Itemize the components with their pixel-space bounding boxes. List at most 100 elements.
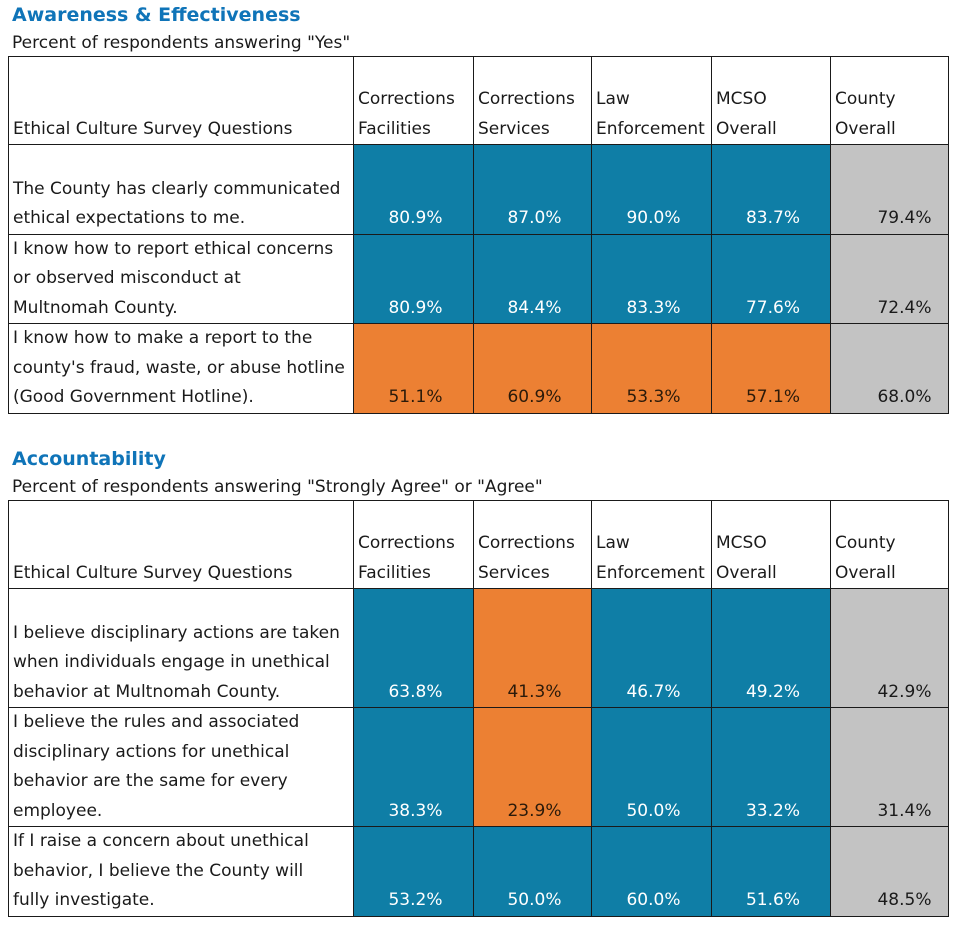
column-header-law-enforcement: Law Enforcement (591, 500, 712, 589)
column-header-line: Overall (835, 562, 896, 583)
value-cell-mcso-overall: 57.1% (711, 323, 831, 414)
value-cell-corrections-facilities: 51.1% (353, 323, 474, 414)
column-header-mcso-overall: MCSO Overall (711, 56, 831, 145)
value-cell-law-enforcement: 46.7% (591, 588, 712, 708)
value-cell-law-enforcement: 53.3% (591, 323, 712, 414)
column-header-line: Facilities (358, 118, 431, 139)
section-subtitle: Percent of respondents answering "Strong… (12, 477, 543, 497)
table-row: The County has clearly communicated ethic… (8, 144, 949, 235)
value-cell-corrections-services: 50.0% (473, 826, 592, 917)
column-header-line: Corrections (478, 533, 575, 553)
value-cell-corrections-services: 84.4% (473, 233, 592, 324)
question-cell: I know how to report ethical concerns or … (8, 233, 354, 324)
question-line: The County has clearly communicated (13, 178, 341, 199)
question-line: Multnomah County. (13, 297, 178, 318)
column-header-line: Overall (835, 118, 896, 139)
value-cell-mcso-overall: 49.2% (711, 588, 831, 708)
value-cell-county-overall: 31.4% (830, 707, 949, 827)
question-line: I know how to report ethical concerns (13, 238, 334, 259)
question-cell: I believe disciplinary actions are taken… (8, 588, 354, 708)
column-header-corrections-services: Corrections Services (473, 56, 592, 145)
column-header-corrections-facilities: Corrections Facilities (353, 56, 474, 145)
question-cell: I believe the rules and associated discip… (8, 707, 354, 827)
question-line: behavior, I believe the County will (13, 860, 304, 881)
question-line: I believe the rules and associated (13, 712, 300, 732)
column-header-line: Facilities (358, 562, 431, 583)
column-header-county-overall: County Overall (830, 56, 949, 145)
question-line: (Good Government Hotline). (13, 387, 254, 407)
accountability-section: Accountability Percent of respondents an… (0, 448, 960, 923)
question-line: I believe disciplinary actions are taken (13, 622, 340, 643)
value-cell-corrections-facilities: 80.9% (353, 233, 474, 324)
question-line: when individuals engage in unethical (13, 652, 330, 672)
value-cell-county-overall: 79.4% (830, 144, 949, 235)
column-header-line: Corrections (478, 89, 575, 109)
awareness-section: Awareness & Effectiveness Percent of res… (0, 4, 960, 424)
section-subtitle: Percent of respondents answering "Yes" (12, 33, 351, 53)
value-cell-law-enforcement: 83.3% (591, 233, 712, 324)
value-cell-corrections-services: 41.3% (473, 588, 592, 708)
table-row: I know how to make a report to the county… (8, 323, 949, 414)
question-line: I know how to make a report to the (13, 328, 313, 348)
value-cell-county-overall: 72.4% (830, 233, 949, 324)
value-cell-county-overall: 42.9% (830, 588, 949, 708)
column-header-line: Overall (716, 118, 777, 139)
question-line: county's fraud, waste, or abuse hotline (13, 357, 345, 378)
column-header-corrections-services: Corrections Services (473, 500, 592, 589)
value-cell-mcso-overall: 77.6% (711, 233, 831, 324)
value-cell-county-overall: 68.0% (830, 323, 949, 414)
value-cell-corrections-services: 87.0% (473, 144, 592, 235)
column-header-line: Overall (716, 562, 777, 583)
table-row: I believe disciplinary actions are taken… (8, 588, 949, 708)
column-header-line: Corrections (358, 533, 455, 553)
value-cell-mcso-overall: 83.7% (711, 144, 831, 235)
question-line: disciplinary actions for unethical (13, 741, 290, 762)
value-cell-corrections-facilities: 53.2% (353, 826, 474, 917)
header-row: Ethical Culture Survey Questions Correcti… (8, 56, 949, 145)
header-row: Ethical Culture Survey Questions Correcti… (8, 500, 949, 589)
value-cell-corrections-facilities: 63.8% (353, 588, 474, 708)
column-header-line: Services (478, 118, 550, 139)
question-line: or observed misconduct at (13, 268, 241, 288)
question-cell: I know how to make a report to the county… (8, 323, 354, 414)
column-header-line: County (835, 533, 896, 553)
question-line: employee. (13, 800, 103, 821)
question-line: ethical expectations to me. (13, 208, 246, 228)
question-line: fully investigate. (13, 890, 155, 910)
survey-table: Ethical Culture Survey Questions Correcti… (8, 56, 949, 414)
value-cell-corrections-facilities: 80.9% (353, 144, 474, 235)
column-header-county-overall: County Overall (830, 500, 949, 589)
survey-table: Ethical Culture Survey Questions Correcti… (8, 500, 949, 917)
column-header-corrections-facilities: Corrections Facilities (353, 500, 474, 589)
column-header-mcso-overall: MCSO Overall (711, 500, 831, 589)
value-cell-corrections-services: 23.9% (473, 707, 592, 827)
column-header-line: Enforcement (596, 118, 705, 139)
question-line: behavior at Multnomah County. (13, 681, 281, 702)
column-header-line: Enforcement (596, 562, 705, 583)
value-cell-mcso-overall: 33.2% (711, 707, 831, 827)
question-cell: If I raise a concern about unethical beha… (8, 826, 354, 917)
question-line: behavior are the same for every (13, 771, 288, 791)
column-header-line: County (835, 89, 896, 109)
column-header-line: Law (596, 533, 630, 553)
question-line: If I raise a concern about unethical (13, 831, 309, 851)
column-header-line: MCSO (716, 533, 767, 553)
column-header-line: Services (478, 562, 550, 583)
column-header-line: Law (596, 89, 630, 109)
value-cell-county-overall: 48.5% (830, 826, 949, 917)
question-column-header: Ethical Culture Survey Questions (8, 500, 354, 589)
table-row: I know how to report ethical concerns or … (8, 233, 949, 324)
question-cell: The County has clearly communicated ethic… (8, 144, 354, 235)
value-cell-corrections-facilities: 38.3% (353, 707, 474, 827)
section-title: Accountability (12, 448, 166, 470)
section-title: Awareness & Effectiveness (12, 4, 301, 26)
value-cell-law-enforcement: 50.0% (591, 707, 712, 827)
column-header-line: Corrections (358, 89, 455, 109)
question-column-header: Ethical Culture Survey Questions (8, 56, 354, 145)
table-row: I believe the rules and associated discip… (8, 707, 949, 827)
column-header-law-enforcement: Law Enforcement (591, 56, 712, 145)
value-cell-law-enforcement: 90.0% (591, 144, 712, 235)
column-header-line: MCSO (716, 89, 767, 109)
table-row: If I raise a concern about unethical beha… (8, 826, 949, 917)
value-cell-corrections-services: 60.9% (473, 323, 592, 414)
